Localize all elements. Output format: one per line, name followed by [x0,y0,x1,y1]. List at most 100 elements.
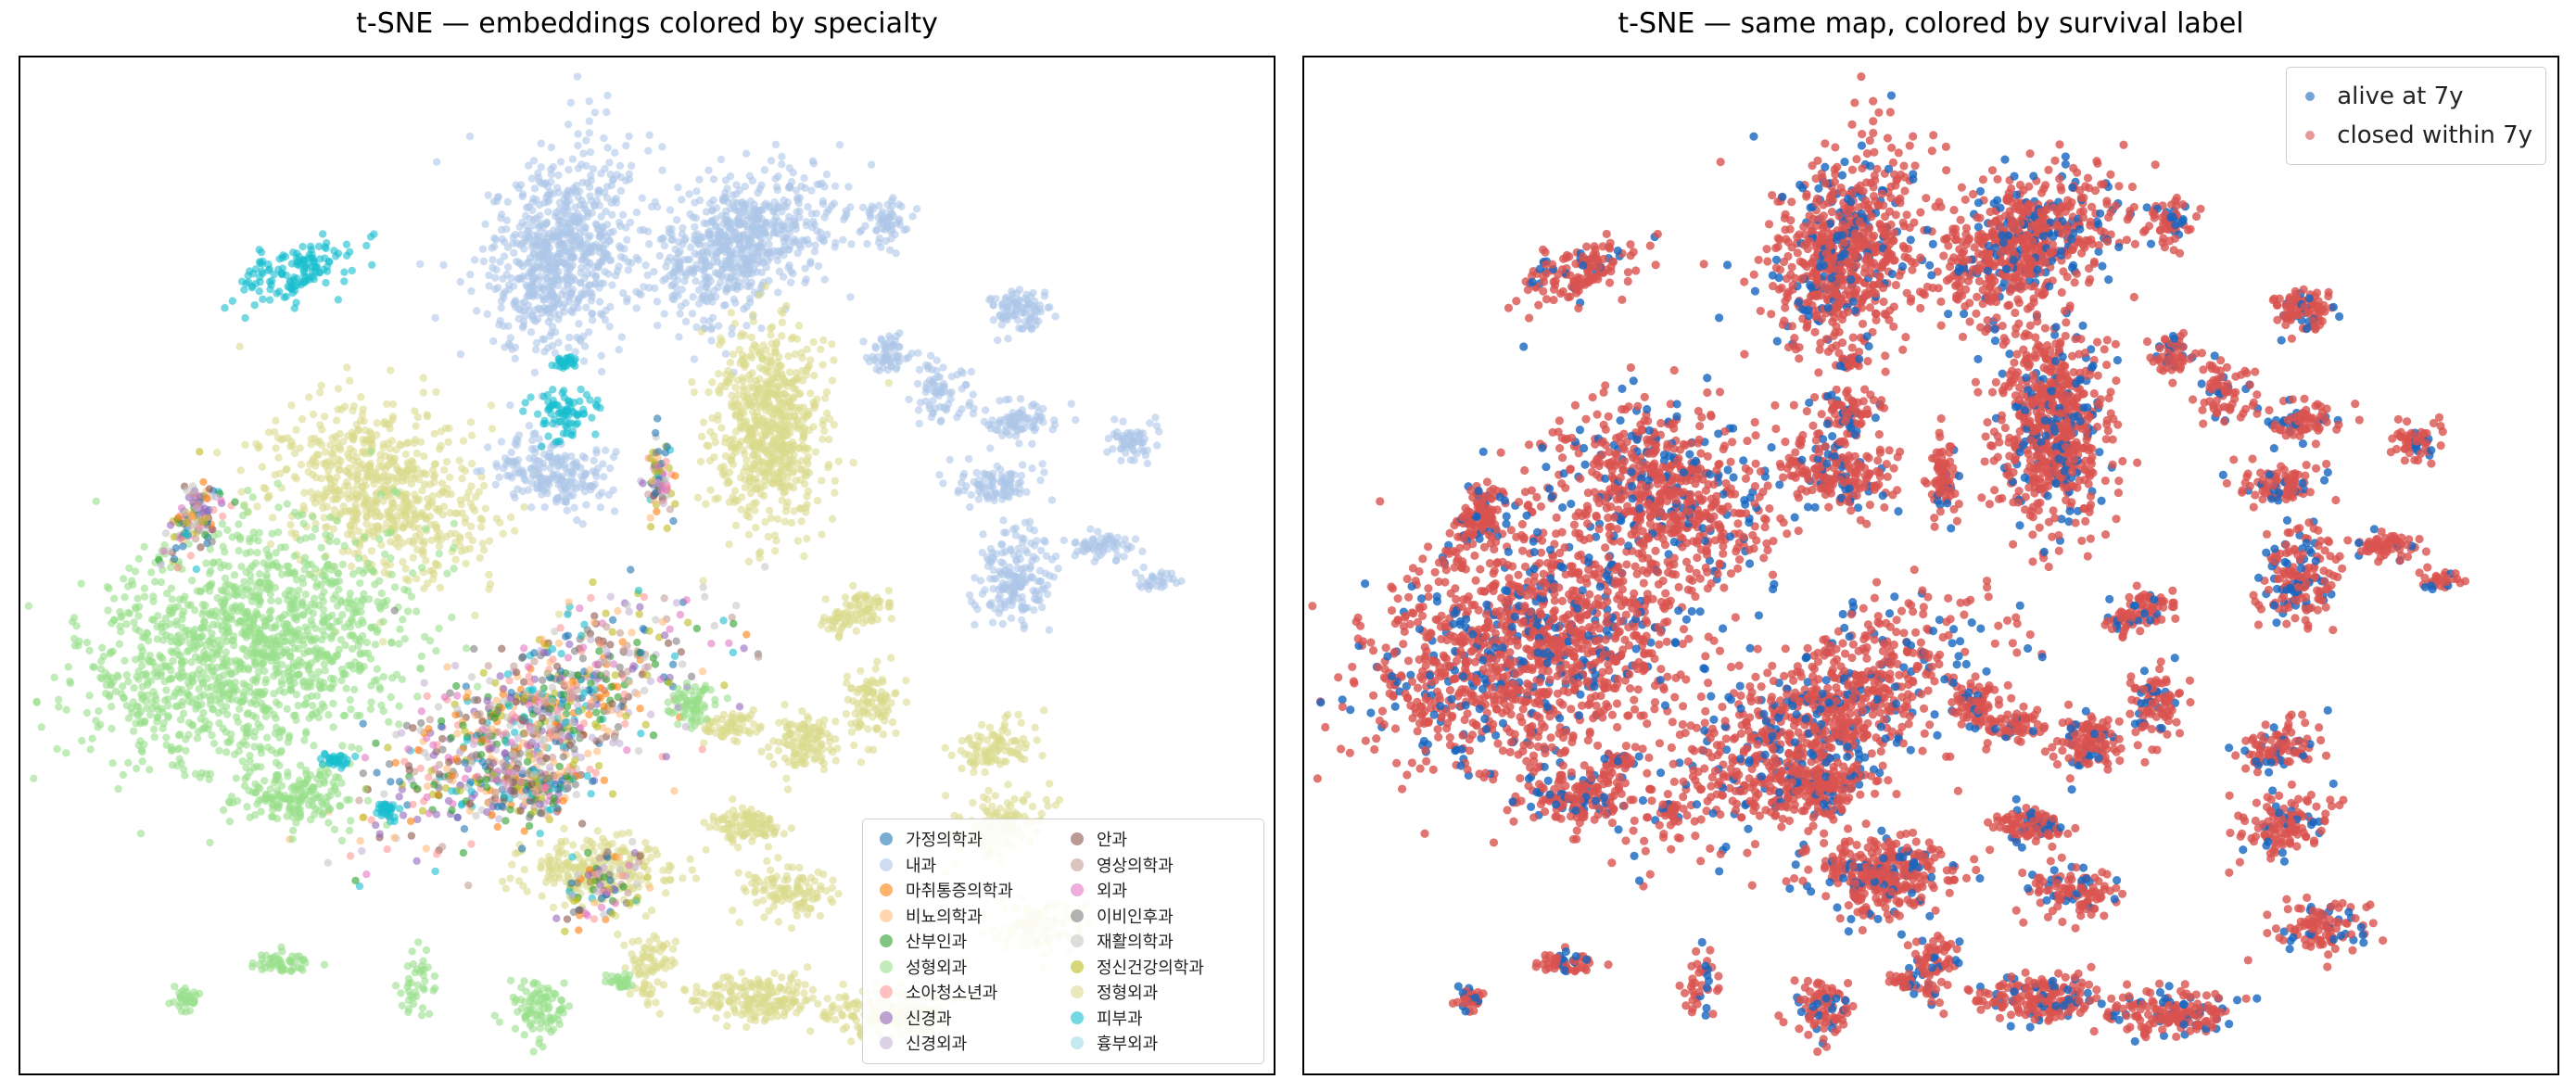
scatter-point [875,220,883,228]
scatter-point [254,578,263,587]
scatter-point [1020,624,1028,633]
scatter-point [775,397,783,406]
scatter-point [768,221,778,229]
scatter-point [656,235,665,244]
scatter-point [514,305,523,313]
scatter-point [301,699,311,708]
scatter-point [810,221,818,229]
scatter-point [583,212,592,221]
scatter-point [574,130,582,138]
scatter-point [342,684,350,692]
scatter-point [778,434,786,442]
scatter-point [778,152,786,161]
scatter-point [322,462,331,470]
scatter-point [439,502,449,511]
scatter-point [551,211,560,221]
scatter-point [317,498,326,506]
scatter-point [859,337,868,346]
scatter-point [895,215,904,223]
scatter-point [534,173,543,182]
scatter-point [256,743,265,751]
scatter-point [528,273,538,282]
scatter-point [1019,539,1027,547]
scatter-point [936,402,945,412]
scatter-point [752,523,760,532]
scatter-point [400,635,409,643]
scatter-point [745,463,755,472]
scatter-point [230,571,239,579]
scatter-point [302,728,311,736]
scatter-point [788,379,796,387]
scatter-point [432,158,441,166]
scatter-point [251,678,260,686]
scatter-point [664,257,672,265]
scatter-point [702,259,710,268]
scatter-point [462,559,470,568]
scatter-point [645,240,654,248]
scatter-point [699,577,707,585]
scatter-point [599,460,607,468]
scatter-point [1025,316,1034,325]
scatter-point [383,420,391,429]
scatter-point [1014,594,1022,603]
scatter-point [143,629,151,637]
scatter-point [605,463,615,473]
scatter-point [149,597,158,605]
scatter-point [529,455,539,463]
scatter-point [360,438,368,448]
scatter-point [806,258,815,266]
scatter-point [886,335,895,343]
scatter-point [560,308,568,316]
scatter-point [246,751,254,760]
scatter-point [727,309,736,317]
scatter-point [272,650,281,658]
scatter-point [292,475,301,483]
scatter-point [706,325,716,334]
scatter-point [567,244,576,252]
scatter-point [374,535,384,543]
scatter-point [62,705,70,714]
scatter-point [70,614,79,622]
scatter-point [726,256,734,264]
scatter-point [1054,565,1062,573]
scatter-point [359,618,367,628]
scatter-point [523,283,532,291]
scatter-point [993,462,1001,471]
scatter-point [197,675,205,683]
scatter-point [744,237,753,246]
scatter-point [726,359,735,367]
scatter-point [754,188,762,197]
scatter-point [55,703,63,711]
scatter-point [1025,524,1034,533]
scatter-point [437,427,445,436]
scatter-point [573,298,581,307]
scatter-point [348,266,356,275]
scatter-point [528,222,538,230]
scatter-point [780,375,789,384]
scatter-point [818,199,828,209]
scatter-point [796,504,805,514]
scatter-point [794,390,804,399]
scatter-point [309,410,318,419]
scatter-point [565,165,573,174]
scatter-point [787,401,795,411]
scatter-point [287,528,296,538]
scatter-point [248,493,258,502]
scatter-point [600,473,608,481]
scatter-point [377,540,386,549]
scatter-point [272,444,280,452]
scatter-point [622,223,630,232]
scatter-point [641,260,650,270]
scatter-point [221,597,229,606]
scatter-point [813,395,821,403]
scatter-point [777,307,785,315]
scatter-point [167,584,176,592]
scatter-point [437,441,445,451]
scatter-point [802,371,810,379]
scatter-point [655,251,664,260]
scatter-point [565,333,574,342]
scatter-point [813,497,822,505]
scatter-point [153,713,162,721]
scatter-point [1128,437,1137,446]
scatter-point [371,580,379,589]
